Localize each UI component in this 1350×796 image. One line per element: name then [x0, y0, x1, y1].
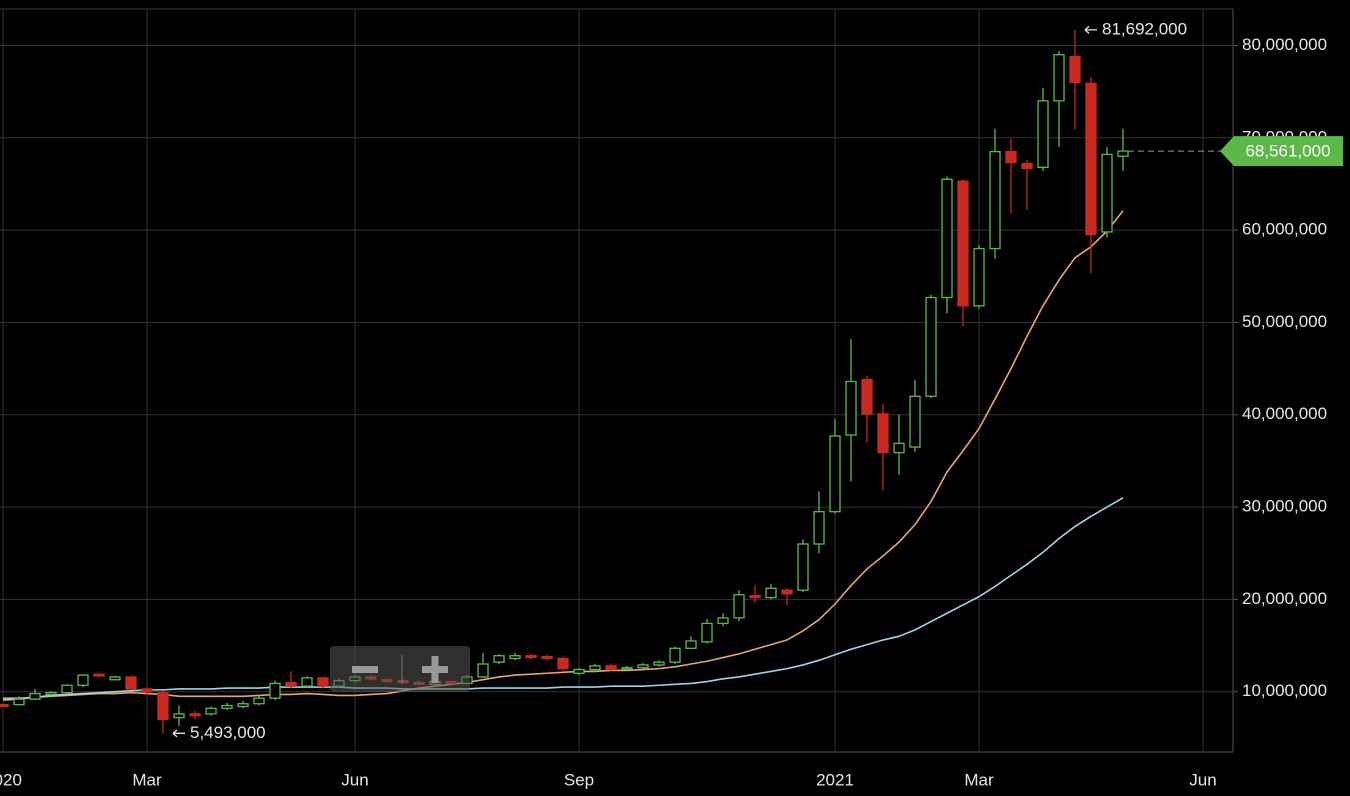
candle-body	[1037, 100, 1049, 168]
candle-body	[253, 697, 265, 705]
candle-body	[141, 688, 153, 693]
candle-body	[301, 677, 313, 687]
candle-body	[0, 703, 9, 708]
candle-body	[765, 587, 777, 599]
moving-average-line	[2, 497, 1124, 701]
candle-body	[717, 617, 729, 625]
y-tick-label: 30,000,000	[1242, 497, 1327, 516]
x-tick-label: Jun	[341, 770, 368, 789]
x-tick-label: Mar	[964, 770, 994, 789]
candle-body	[973, 247, 985, 307]
candle-body	[541, 655, 553, 660]
candle-body	[909, 395, 921, 448]
y-tick-label: 50,000,000	[1242, 312, 1327, 331]
candle-body	[1053, 54, 1065, 102]
annotation-arrow	[1084, 25, 1097, 34]
x-tick-label: 2020	[0, 770, 22, 789]
last-price-badge	[1220, 136, 1343, 167]
candle-body	[589, 665, 601, 671]
candle-body	[893, 442, 905, 454]
candle-body	[653, 661, 665, 666]
candle-body	[125, 676, 137, 690]
candle-body	[573, 668, 585, 674]
candle-body	[525, 655, 537, 659]
x-tick-label: Jun	[1189, 770, 1216, 789]
zoom-in-button[interactable]	[422, 656, 448, 683]
candle-body	[477, 663, 489, 678]
candle-body	[941, 178, 953, 299]
candle-body	[925, 296, 937, 397]
candle-body	[509, 655, 521, 660]
candle-body	[877, 413, 889, 454]
candle-body	[861, 379, 873, 415]
y-tick-label: 10,000,000	[1242, 681, 1327, 700]
zoom-control	[330, 646, 470, 692]
y-tick-label: 20,000,000	[1242, 589, 1327, 608]
candle-body	[829, 435, 841, 513]
y-tick-label: 80,000,000	[1242, 35, 1327, 54]
candle-body	[13, 698, 25, 706]
candle-body	[237, 703, 249, 708]
candle-body	[173, 713, 185, 719]
candle-body	[1069, 55, 1081, 84]
candle-body	[109, 676, 121, 681]
candle-body	[669, 647, 681, 663]
candle-body	[1117, 150, 1129, 157]
x-tick-label: 2021	[816, 770, 854, 789]
candle-body	[205, 707, 217, 715]
candle-body	[797, 543, 809, 591]
candle-body	[221, 704, 233, 709]
zoom-panel	[330, 646, 470, 692]
candle-body	[733, 594, 745, 619]
y-tick-label: 60,000,000	[1242, 220, 1327, 239]
candle-body	[557, 657, 569, 670]
last-price-label: 68,561,000	[1245, 142, 1330, 161]
annotation-label: 5,493,000	[190, 723, 266, 742]
candle-body	[701, 622, 713, 643]
candle-body	[45, 691, 57, 696]
annotation-arrow	[172, 729, 185, 738]
candle-body	[93, 673, 105, 677]
candle-body	[781, 589, 793, 595]
candle-body	[813, 511, 825, 545]
plot: 10,000,000 20,000,000 30,000,000 40,000,000…	[0, 8, 1343, 789]
candle-body	[989, 150, 1001, 250]
candle-body	[845, 380, 857, 436]
candle-body	[269, 682, 281, 699]
candle-body	[637, 664, 649, 669]
candle-body	[1021, 162, 1033, 169]
candle-body	[1101, 153, 1113, 233]
candle-body	[1005, 150, 1017, 164]
candle-body	[605, 665, 617, 671]
candle-body	[189, 713, 201, 717]
annotation-label: 81,692,000	[1102, 19, 1187, 38]
candle-body	[317, 677, 329, 687]
zoom-out-button[interactable]	[352, 666, 378, 673]
candle-body	[285, 681, 297, 687]
candle-body	[957, 180, 969, 307]
candle-body	[77, 674, 89, 686]
candle-body	[61, 684, 73, 694]
candle-body	[685, 640, 697, 649]
candle-body	[621, 667, 633, 670]
moving-average-line	[3, 210, 1124, 699]
candle-body	[493, 655, 505, 663]
x-tick-label: Mar	[132, 770, 162, 789]
x-tick-label: Sep	[564, 770, 594, 789]
candle-body	[749, 595, 761, 599]
candle-body	[1085, 82, 1097, 236]
candle-body	[29, 692, 41, 700]
candle-body	[157, 691, 169, 721]
y-tick-label: 40,000,000	[1242, 404, 1327, 423]
